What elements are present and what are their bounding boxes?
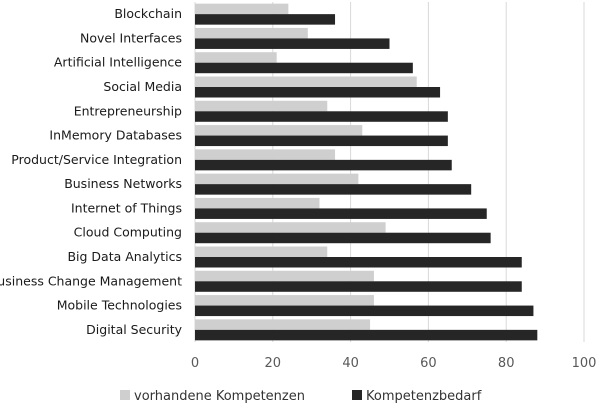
bar-kompetenzbedarf [195, 257, 522, 268]
category-label: Novel Interfaces [80, 30, 182, 45]
bar-kompetenzbedarf [195, 159, 452, 171]
category-label: Social Media [103, 79, 182, 94]
x-tick-label: 60 [420, 356, 437, 371]
legend-swatch-kompetenzbedarf [352, 390, 362, 400]
bar-kompetenzbedarf [195, 62, 413, 74]
bar-kompetenzbedarf [195, 14, 336, 25]
bar-vorhandene-kompetenzen [195, 76, 417, 87]
bar-vorhandene-kompetenzen [195, 319, 371, 330]
legend-swatch-vorhandene-kompetenzen [120, 390, 130, 400]
legend-label-vorhandene-kompetenzen: vorhandene Kompetenzen [134, 389, 305, 404]
x-tick-label: 100 [572, 356, 597, 371]
category-label: Internet of Things [71, 200, 182, 215]
category-label: InMemory Databases [49, 128, 182, 143]
bar-vorhandene-kompetenzen [195, 270, 374, 282]
bar-kompetenzbedarf [195, 329, 538, 341]
x-tick-label: 40 [342, 356, 359, 371]
category-label: Business Change Management [0, 273, 182, 288]
bar-vorhandene-kompetenzen [195, 52, 277, 63]
bar-kompetenzbedarf [195, 184, 472, 195]
bar-kompetenzbedarf [195, 135, 448, 147]
x-tick-label: 0 [191, 356, 199, 371]
category-label: Blockchain [114, 6, 182, 21]
bar-vorhandene-kompetenzen [195, 27, 308, 39]
category-label: Digital Security [86, 322, 182, 337]
x-tick-label: 80 [498, 356, 515, 371]
bar-vorhandene-kompetenzen [195, 246, 328, 257]
bar-kompetenzbedarf [195, 281, 522, 292]
bar-kompetenzbedarf [195, 305, 534, 317]
bar-kompetenzbedarf [195, 87, 441, 98]
bar-vorhandene-kompetenzen [195, 3, 289, 15]
legend: vorhandene Kompetenzen Kompetenzbedarf [120, 389, 482, 404]
bars [195, 3, 538, 341]
category-label: Product/Service Integration [11, 152, 182, 167]
bar-kompetenzbedarf [195, 111, 448, 122]
bar-vorhandene-kompetenzen [195, 100, 328, 112]
category-labels: Blockchain Novel Interfaces Artificial Int… [0, 6, 183, 337]
category-label: Business Networks [64, 176, 182, 191]
bar-kompetenzbedarf [195, 232, 491, 244]
bar-vorhandene-kompetenzen [195, 295, 374, 306]
category-label: Mobile Technologies [57, 298, 182, 313]
bar-kompetenzbedarf [195, 208, 487, 219]
category-label: Entrepreneurship [74, 103, 182, 118]
bar-vorhandene-kompetenzen [195, 222, 386, 233]
x-tick-label: 20 [265, 356, 282, 371]
bar-kompetenzbedarf [195, 38, 390, 49]
bar-vorhandene-kompetenzen [195, 173, 359, 185]
legend-label-kompetenzbedarf: Kompetenzbedarf [366, 389, 482, 404]
bar-vorhandene-kompetenzen [195, 149, 336, 160]
category-label: Cloud Computing [74, 225, 182, 240]
x-axis-tick-labels: 0 20 40 60 80 100 [191, 356, 597, 371]
category-label: Big Data Analytics [67, 249, 182, 264]
category-label: Artificial Intelligence [54, 55, 182, 70]
bar-vorhandene-kompetenzen [195, 197, 320, 209]
bar-vorhandene-kompetenzen [195, 125, 363, 136]
